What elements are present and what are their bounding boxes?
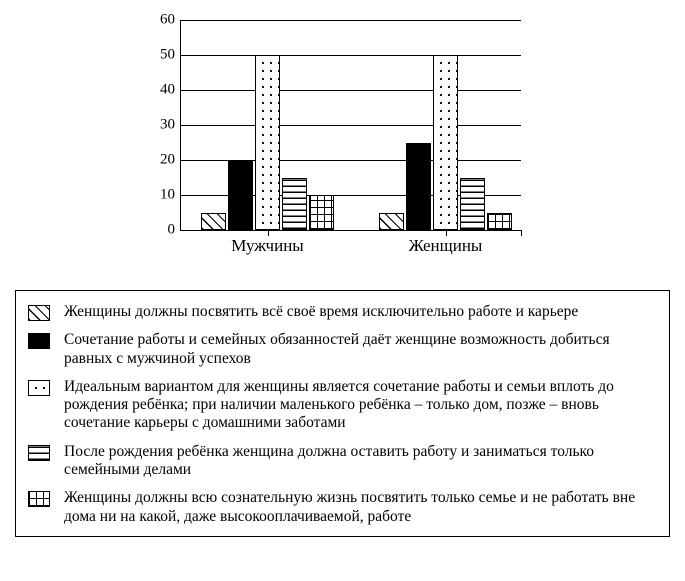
bar-s1-1 — [379, 213, 404, 231]
legend-text: Идеальным вариантом для женщины является… — [64, 378, 661, 433]
y-tick-label: 50 — [160, 47, 181, 64]
legend-box: Женщины должны посвятить всё своё время … — [15, 290, 670, 537]
legend-item: Женщины должны всю сознательную жизнь по… — [24, 489, 661, 526]
legend-item: Женщины должны посвятить всё своё время … — [24, 303, 661, 321]
legend-text: Женщины должны всю сознательную жизнь по… — [64, 489, 661, 526]
bar-s3-0 — [255, 55, 280, 230]
y-tick-label: 60 — [160, 12, 181, 29]
legend-text: Женщины должны посвятить всё своё время … — [64, 303, 661, 321]
bar-s1-0 — [201, 213, 226, 231]
legend-swatch — [28, 305, 50, 321]
bar-s2-1 — [406, 143, 431, 231]
gridline — [181, 90, 521, 91]
y-tick-label: 10 — [160, 187, 181, 204]
chart-container: 0102030405060МужчиныЖенщины — [140, 10, 540, 280]
legend-item: Идеальным вариантом для женщины является… — [24, 378, 661, 433]
category-tick — [521, 230, 522, 236]
y-tick-label: 20 — [160, 152, 181, 169]
legend-swatch — [28, 333, 50, 349]
legend-item: После рождения ребёнка женщина должна ос… — [24, 443, 661, 480]
gridline — [181, 125, 521, 126]
y-tick-label: 0 — [168, 222, 182, 239]
gridline — [181, 55, 521, 56]
legend-item: Сочетание работы и семейных обязанностей… — [24, 331, 661, 368]
bar-s4-0 — [282, 178, 307, 231]
y-tick-label: 30 — [160, 117, 181, 134]
category-tick — [268, 230, 269, 236]
legend-text: После рождения ребёнка женщина должна ос… — [64, 443, 661, 480]
bar-s4-1 — [460, 178, 485, 231]
legend-text: Сочетание работы и семейных обязанностей… — [64, 331, 661, 368]
bar-s2-0 — [228, 160, 253, 230]
bar-s5-0 — [309, 195, 334, 230]
chart-plot-area: 0102030405060МужчиныЖенщины — [180, 20, 521, 231]
gridline — [181, 20, 521, 21]
bar-s3-1 — [433, 55, 458, 230]
legend-swatch — [28, 445, 50, 461]
legend-swatch — [28, 491, 50, 507]
y-tick-label: 40 — [160, 82, 181, 99]
category-tick — [446, 230, 447, 236]
bar-s5-1 — [487, 213, 512, 231]
legend-swatch — [28, 380, 50, 396]
